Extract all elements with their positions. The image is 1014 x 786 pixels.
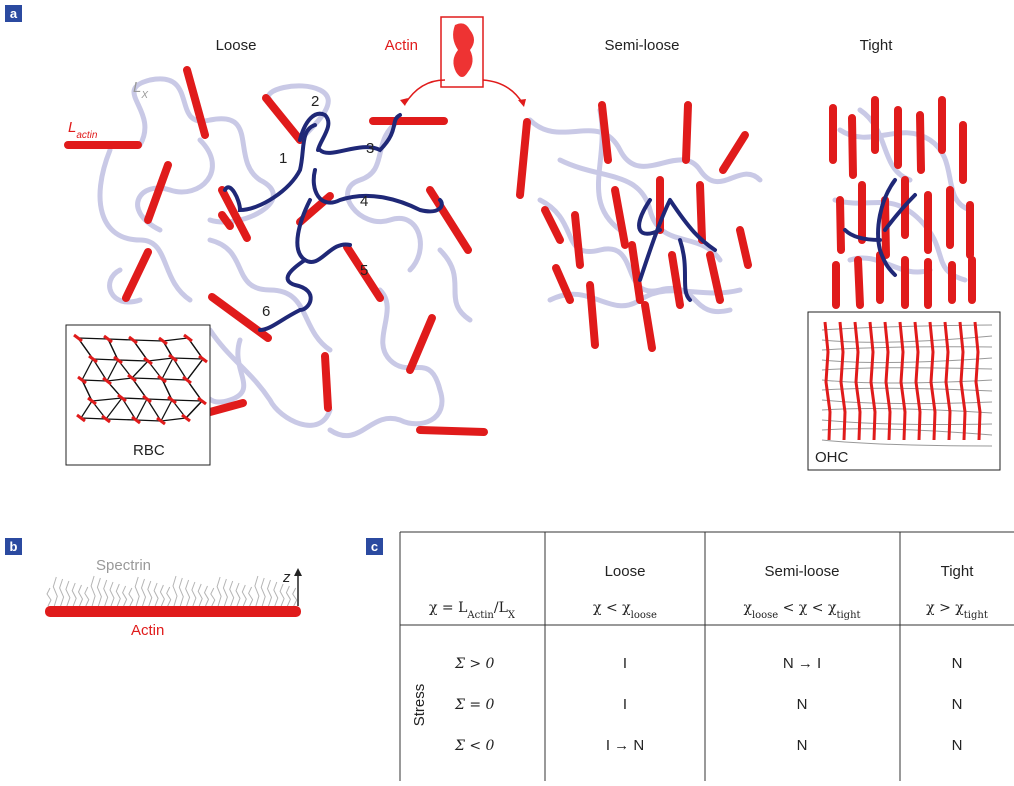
actin-rod xyxy=(420,430,484,432)
actin-label: Actin xyxy=(131,622,164,639)
stress-condition: Σ = 0 xyxy=(454,697,495,713)
cell: N → I xyxy=(783,655,821,672)
figure: a b c Loose Semi-loose Tight Actin RBC O… xyxy=(0,0,1014,781)
chain-number: 6 xyxy=(262,303,270,320)
z-label: z xyxy=(282,569,291,586)
chain-number: 5 xyxy=(360,262,368,279)
panel-label: a xyxy=(10,6,18,21)
spectrin-label: Spectrin xyxy=(96,557,151,574)
cell: I xyxy=(623,696,627,713)
chain-number: 3 xyxy=(366,140,374,157)
actin-rod xyxy=(590,285,595,345)
subscript: loose xyxy=(752,610,778,621)
cell: N xyxy=(952,737,963,754)
formula-part: L xyxy=(68,119,76,136)
cell: N xyxy=(797,737,808,754)
subscript: X xyxy=(140,90,148,101)
subscript: actin xyxy=(76,130,98,141)
chain-number: 1 xyxy=(279,150,287,167)
chain-number: 4 xyxy=(360,193,368,210)
cell: N xyxy=(952,655,963,672)
subscript: loose xyxy=(631,610,657,621)
heading: Loose xyxy=(216,37,257,54)
actin-rod xyxy=(840,200,841,250)
cell: N xyxy=(797,696,808,713)
formula-part: < χ < χ xyxy=(778,600,837,616)
actin-rod xyxy=(700,185,702,240)
actin-rod xyxy=(852,118,853,175)
actin-rod xyxy=(575,215,580,265)
panel-label: c xyxy=(371,539,378,554)
stress-condition: Σ < 0 xyxy=(454,738,495,754)
chain-number: 2 xyxy=(311,93,319,110)
cell: I → N xyxy=(606,737,644,754)
column-header: Semi-loose xyxy=(764,563,839,580)
actin-rod xyxy=(325,356,328,408)
actin-rod xyxy=(920,115,921,170)
panel-label: b xyxy=(10,539,18,554)
actin-rod xyxy=(686,105,688,160)
formula-part: χ < χ xyxy=(593,600,631,616)
actin-bar xyxy=(45,606,301,617)
actin-rod xyxy=(858,260,860,305)
heading: Tight xyxy=(860,37,894,54)
formula-part: /L xyxy=(494,600,508,616)
formula-part: χ > χ xyxy=(926,600,964,616)
cell: N xyxy=(952,696,963,713)
formula-part: L xyxy=(133,79,141,96)
subscript: X xyxy=(508,610,516,621)
inset-label: RBC xyxy=(133,442,165,459)
subscript: tight xyxy=(964,610,988,621)
row-label: Stress xyxy=(411,684,428,727)
inset-label: OHC xyxy=(815,449,849,466)
cell: I xyxy=(623,655,627,672)
stress-condition: Σ > 0 xyxy=(454,656,495,672)
column-header: Loose xyxy=(605,563,646,580)
formula-part: χ = L xyxy=(429,600,467,616)
subscript: Actin xyxy=(466,610,494,621)
subscript: tight xyxy=(836,610,860,621)
actin-label: Actin xyxy=(385,37,418,54)
heading: Semi-loose xyxy=(604,37,679,54)
column-header: Tight xyxy=(941,563,975,580)
